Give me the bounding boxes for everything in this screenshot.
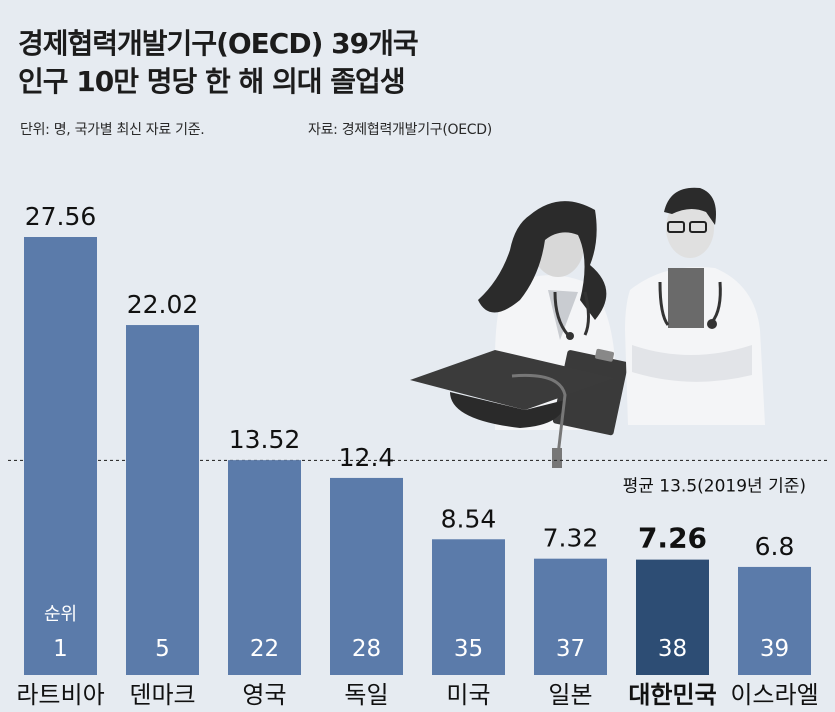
rank-label-6: 37 <box>556 636 585 662</box>
bar-2 <box>126 325 199 675</box>
value-label-6: 7.32 <box>543 524 599 553</box>
bar-8 <box>738 566 811 675</box>
category-label-2: 덴마크 <box>129 681 195 709</box>
bar-6 <box>534 558 607 675</box>
rank-label-1: 1 <box>53 636 68 662</box>
category-label-6: 일본 <box>548 681 592 709</box>
source-note: 자료: 경제협력개발기구(OECD) <box>308 122 492 138</box>
value-label-7: 7.26 <box>638 522 707 555</box>
bar-7 <box>636 559 709 675</box>
bar-3 <box>228 460 301 675</box>
category-label-3: 영국 <box>242 681 286 709</box>
value-label-5: 8.54 <box>441 504 497 533</box>
value-label-4: 12.4 <box>339 443 395 472</box>
category-label-5: 미국 <box>446 681 490 709</box>
unit-note: 단위: 명, 국가별 최신 자료 기준. <box>20 122 205 138</box>
category-label-1: 라트비아 <box>16 681 104 709</box>
bar-4 <box>330 477 403 675</box>
rank-label-3: 22 <box>250 636 279 662</box>
bar-1 <box>24 237 97 675</box>
bars-group: 27.56 순위 1 라트비아 22.02 5 덴마크 13.52 22 영국 12.4 28 독일 8.… <box>16 202 818 709</box>
rank-label-8: 39 <box>760 636 789 662</box>
rank-label-5: 35 <box>454 636 483 662</box>
rank-header: 순위 <box>44 604 77 625</box>
rank-label-2: 5 <box>155 636 170 662</box>
chart-title-line2: 인구 10만 명당 한 해 의대 졸업생 <box>18 65 406 98</box>
bar-5 <box>432 539 505 675</box>
category-label-4: 독일 <box>344 681 388 709</box>
value-label-3: 13.52 <box>229 425 301 454</box>
category-label-7: 대한민국 <box>628 681 716 709</box>
value-label-1: 27.56 <box>25 202 97 231</box>
value-label-8: 6.8 <box>755 532 795 561</box>
average-label: 평균 13.5(2019년 기준) <box>623 476 806 496</box>
rank-label-4: 28 <box>352 636 381 662</box>
doctors-illustration <box>410 187 765 468</box>
chart-title-line1: 경제협력개발기구(OECD) 39개국 <box>18 27 419 60</box>
value-label-2: 22.02 <box>127 290 199 319</box>
category-label-8: 이스라엘 <box>730 681 818 709</box>
rank-label-7: 38 <box>658 636 687 662</box>
